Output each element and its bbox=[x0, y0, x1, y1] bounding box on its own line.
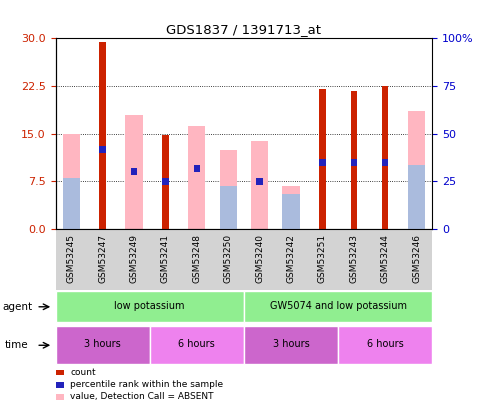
Bar bbox=[244, 291, 432, 322]
Text: low potassium: low potassium bbox=[114, 301, 185, 311]
Bar bbox=[244, 326, 338, 364]
Bar bbox=[126, 115, 142, 229]
Text: GSM53251: GSM53251 bbox=[318, 234, 327, 283]
Bar bbox=[99, 42, 106, 229]
Text: GW5074 and low potassium: GW5074 and low potassium bbox=[270, 301, 407, 311]
Bar bbox=[56, 291, 244, 322]
Text: 6 hours: 6 hours bbox=[367, 339, 404, 350]
Text: percentile rank within the sample: percentile rank within the sample bbox=[70, 380, 223, 389]
Bar bbox=[408, 165, 425, 229]
Bar bbox=[150, 326, 244, 364]
Text: 6 hours: 6 hours bbox=[178, 339, 215, 350]
Bar bbox=[283, 194, 299, 229]
Text: GSM53245: GSM53245 bbox=[67, 234, 76, 283]
Text: GSM53249: GSM53249 bbox=[129, 234, 139, 283]
Bar bbox=[408, 111, 425, 229]
Bar bbox=[283, 186, 299, 229]
Bar bbox=[162, 178, 169, 185]
Text: 3 hours: 3 hours bbox=[84, 339, 121, 350]
Text: GSM53248: GSM53248 bbox=[192, 234, 201, 283]
Bar bbox=[220, 149, 237, 229]
Bar bbox=[63, 134, 80, 229]
Text: GSM53240: GSM53240 bbox=[255, 234, 264, 283]
Title: GDS1837 / 1391713_at: GDS1837 / 1391713_at bbox=[167, 23, 321, 36]
Text: agent: agent bbox=[2, 302, 32, 312]
Text: value, Detection Call = ABSENT: value, Detection Call = ABSENT bbox=[70, 392, 213, 401]
Text: count: count bbox=[70, 368, 96, 377]
Text: GSM53247: GSM53247 bbox=[98, 234, 107, 283]
Bar bbox=[131, 168, 137, 175]
Bar bbox=[99, 146, 106, 153]
Bar bbox=[56, 382, 64, 388]
Bar bbox=[194, 165, 200, 172]
Text: 3 hours: 3 hours bbox=[272, 339, 310, 350]
Bar bbox=[56, 394, 64, 400]
Bar bbox=[56, 326, 150, 364]
Bar bbox=[251, 141, 268, 229]
Bar bbox=[351, 159, 357, 166]
Text: GSM53241: GSM53241 bbox=[161, 234, 170, 283]
Bar bbox=[162, 135, 169, 229]
Bar bbox=[220, 185, 237, 229]
Bar bbox=[319, 159, 326, 166]
Bar bbox=[351, 90, 357, 229]
Bar bbox=[382, 159, 388, 166]
Bar bbox=[382, 86, 388, 229]
Bar bbox=[338, 326, 432, 364]
Text: time: time bbox=[5, 340, 28, 350]
Bar bbox=[256, 178, 263, 185]
Bar bbox=[56, 370, 64, 375]
Text: GSM53242: GSM53242 bbox=[286, 234, 296, 283]
Text: GSM53243: GSM53243 bbox=[349, 234, 358, 283]
Text: GSM53244: GSM53244 bbox=[381, 234, 390, 283]
Text: GSM53250: GSM53250 bbox=[224, 234, 233, 283]
Text: GSM53246: GSM53246 bbox=[412, 234, 421, 283]
Bar bbox=[188, 126, 205, 229]
Bar bbox=[319, 89, 326, 229]
Bar bbox=[63, 178, 80, 229]
